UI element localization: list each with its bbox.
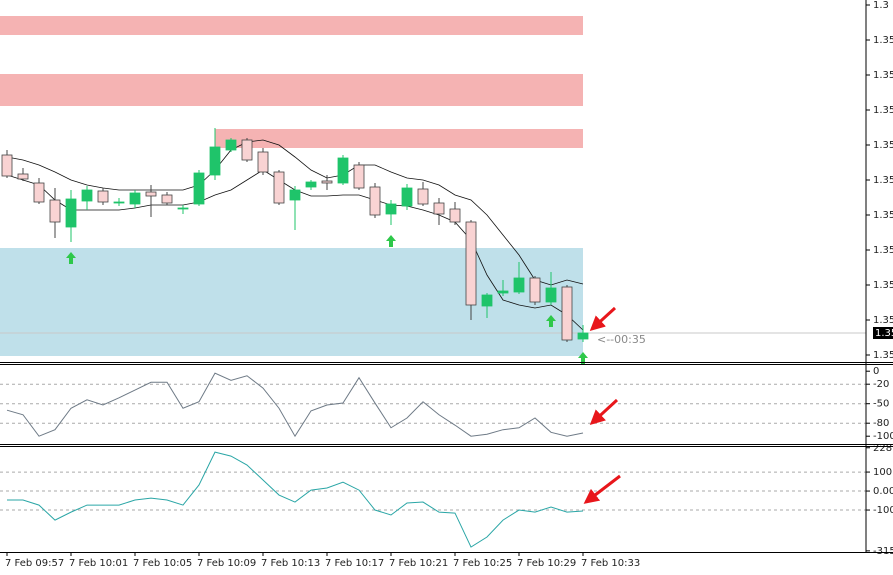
candle-body [513, 277, 525, 293]
y-tick-label: 1.35 [873, 210, 893, 221]
candle-body [401, 187, 413, 207]
buy-signal-arrow [386, 235, 396, 247]
candle-body [369, 186, 381, 216]
zone [215, 129, 583, 148]
candle-body [49, 199, 61, 223]
x-tick-label: 7 Feb 10:21 [389, 558, 448, 569]
candle-body [353, 164, 365, 189]
candle-body [545, 287, 557, 303]
y-tick-label: 1.35 [873, 140, 893, 151]
candle-body [481, 294, 493, 307]
candle-body [209, 146, 221, 176]
candle-body [577, 332, 589, 340]
indicator-line [6, 372, 584, 438]
candle-body [561, 286, 573, 341]
candle-body [81, 189, 93, 202]
y-tick-label: 100 [873, 467, 892, 478]
countdown-label: <--00:35 [597, 333, 646, 346]
candle-body [177, 207, 189, 210]
zone [0, 74, 583, 106]
current-price-box [873, 327, 893, 339]
candle-body [17, 173, 29, 180]
x-tick-label: 7 Feb 10:25 [453, 558, 512, 569]
candle-body [417, 188, 429, 205]
candle-body [385, 203, 397, 215]
candle-body [257, 151, 269, 173]
buy-signal-arrow [66, 252, 76, 264]
candle-body [33, 182, 45, 203]
y-tick-label: 1.35 [873, 175, 893, 186]
y-tick-label: 0.00 [873, 486, 893, 497]
candle-body [289, 189, 301, 201]
candle-body [433, 202, 445, 215]
candle-body [113, 201, 125, 204]
candle-body [145, 191, 157, 197]
buy-signal-arrow [546, 315, 556, 327]
annotation-arrow [583, 474, 621, 504]
candle-body [161, 194, 173, 204]
candle-body [497, 290, 509, 294]
x-tick-label: 7 Feb 10:01 [69, 558, 128, 569]
x-tick-label: 7 Feb 10:13 [261, 558, 320, 569]
y-tick-label: 1.35 [873, 315, 893, 326]
y-tick-label: 1.35 [873, 35, 893, 46]
x-tick-label: 7 Feb 10:09 [197, 558, 256, 569]
y-tick-label: 1.35 [873, 280, 893, 291]
y-tick-label: -50 [873, 399, 889, 410]
buy-signal-arrow [578, 352, 588, 364]
y-tick-label: -100 [873, 431, 893, 442]
annotation-arrow [589, 398, 619, 426]
x-tick-label: 7 Feb 09:57 [5, 558, 64, 569]
candle-body [449, 208, 461, 223]
current-price-label: 1.35 [875, 328, 893, 339]
candle-body [465, 221, 477, 306]
candle-body [241, 139, 253, 161]
y-tick-label: -100 [873, 505, 893, 516]
candle-body [193, 172, 205, 205]
zone [0, 16, 583, 35]
x-tick-label: 7 Feb 10:05 [133, 558, 192, 569]
y-tick-label: 1.35 [873, 105, 893, 116]
annotation-arrow [589, 306, 617, 332]
x-tick-label: 7 Feb 10:33 [581, 558, 640, 569]
y-tick-label: 1.35 [873, 70, 893, 81]
zone [0, 248, 583, 356]
candle-body [65, 198, 77, 228]
candle-body [337, 157, 349, 184]
y-tick-label: 1.3 [873, 0, 889, 11]
candle-body [225, 139, 237, 151]
y-tick-label: -80 [873, 418, 889, 429]
y-tick-label: 1.35 [873, 350, 893, 361]
x-tick-label: 7 Feb 10:29 [517, 558, 576, 569]
indicator-line [7, 451, 584, 548]
x-tick-label: 7 Feb 10:17 [325, 558, 384, 569]
candle-body [273, 171, 285, 204]
candle-body [529, 277, 541, 303]
y-tick-label: 228. [873, 443, 893, 454]
y-tick-label: -20 [873, 379, 889, 390]
candle-body [129, 192, 141, 205]
candle-body [305, 181, 317, 188]
y-tick-label: 0 [873, 366, 879, 377]
candle-body [1, 154, 13, 177]
candle-body [97, 190, 109, 203]
y-tick-label: -315 [873, 546, 893, 557]
y-tick-label: 1.35 [873, 245, 893, 256]
candle-body [321, 180, 333, 184]
